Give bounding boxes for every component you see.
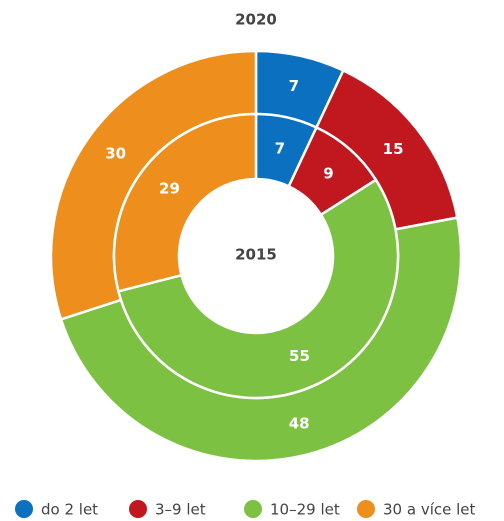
legend-label: 30 a více let <box>383 501 475 519</box>
value-label: 9 <box>323 164 333 182</box>
inner-ring-title: 2015 <box>235 246 277 264</box>
legend-label: do 2 let <box>41 501 98 519</box>
legend-swatch <box>357 500 375 518</box>
value-label: 55 <box>289 347 310 365</box>
legend-swatch <box>15 500 33 518</box>
legend-swatch <box>244 500 262 518</box>
value-label: 30 <box>105 145 126 163</box>
outer-ring-title: 2020 <box>235 11 277 29</box>
legend-label: 10–29 let <box>270 501 340 519</box>
wedge <box>116 178 400 400</box>
wedge <box>112 112 258 293</box>
legend-swatch <box>129 500 147 518</box>
legend-label: 3–9 let <box>155 501 206 519</box>
value-label: 48 <box>289 415 310 433</box>
value-label: 15 <box>383 140 404 158</box>
value-label: 7 <box>275 140 285 158</box>
value-label: 7 <box>289 77 299 95</box>
value-label: 29 <box>159 179 180 197</box>
